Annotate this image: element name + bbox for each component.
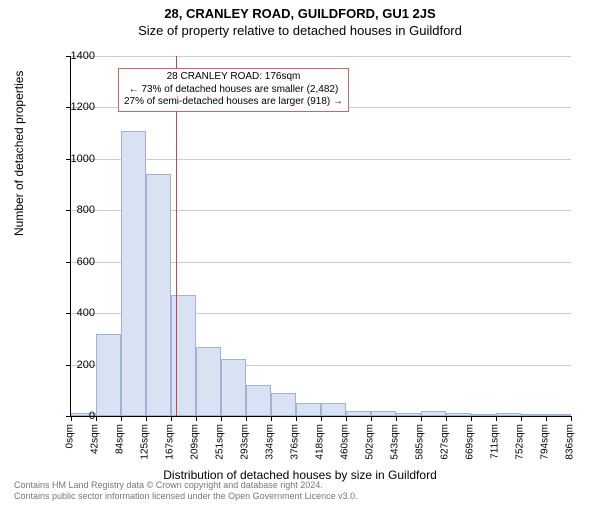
xtick-label: 794sqm	[540, 424, 551, 460]
histogram-bar	[271, 393, 296, 416]
ytick-label: 1400	[55, 50, 95, 62]
xtick-mark	[321, 416, 322, 421]
xtick-mark	[121, 416, 122, 421]
histogram-bar	[296, 403, 321, 416]
xtick-label: 502sqm	[365, 424, 376, 460]
annotation-line: ← 73% of detached houses are smaller (2,…	[124, 84, 343, 97]
histogram-bar	[171, 295, 196, 416]
xtick-label: 669sqm	[465, 424, 476, 460]
xtick-mark	[296, 416, 297, 421]
histogram-bar	[146, 174, 171, 416]
histogram-bar	[346, 411, 371, 416]
histogram-bar	[496, 413, 521, 416]
xtick-mark	[421, 416, 422, 421]
ytick-label: 1000	[55, 153, 95, 165]
histogram-bar	[121, 131, 146, 416]
histogram-bar	[471, 414, 496, 416]
xtick-label: 627sqm	[440, 424, 451, 460]
xtick-label: 125sqm	[140, 424, 151, 460]
xtick-label: 84sqm	[115, 424, 126, 454]
xtick-label: 251sqm	[215, 424, 226, 460]
xtick-mark	[571, 416, 572, 421]
footer-line-1: Contains HM Land Registry data © Crown c…	[14, 480, 358, 491]
histogram-bar	[396, 413, 421, 416]
ytick-label: 1200	[55, 101, 95, 113]
xtick-label: 209sqm	[190, 424, 201, 460]
xtick-mark	[246, 416, 247, 421]
histogram-bar	[246, 385, 271, 416]
xtick-label: 460sqm	[340, 424, 351, 460]
xtick-mark	[396, 416, 397, 421]
footer-attribution: Contains HM Land Registry data © Crown c…	[14, 480, 358, 502]
xtick-mark	[496, 416, 497, 421]
annotation-box: 28 CRANLEY ROAD: 176sqm← 73% of detached…	[118, 68, 349, 112]
histogram-bar	[96, 334, 121, 416]
xtick-label: 167sqm	[165, 424, 176, 460]
histogram-bar	[446, 413, 471, 416]
histogram-bar	[421, 411, 446, 416]
gridline	[71, 159, 571, 160]
xtick-label: 42sqm	[90, 424, 101, 454]
histogram-bar	[321, 403, 346, 416]
page-title: 28, CRANLEY ROAD, GUILDFORD, GU1 2JS	[0, 6, 600, 21]
xtick-label: 293sqm	[240, 424, 251, 460]
xtick-label: 543sqm	[390, 424, 401, 460]
annotation-line: 27% of semi-detached houses are larger (…	[124, 96, 343, 109]
y-axis-label: Number of detached properties	[12, 71, 26, 236]
xtick-mark	[96, 416, 97, 421]
histogram-bar	[371, 411, 396, 416]
xtick-mark	[146, 416, 147, 421]
xtick-mark	[521, 416, 522, 421]
xtick-label: 752sqm	[515, 424, 526, 460]
gridline	[71, 56, 571, 57]
xtick-mark	[471, 416, 472, 421]
ytick-label: 400	[55, 307, 95, 319]
xtick-mark	[346, 416, 347, 421]
page-subtitle: Size of property relative to detached ho…	[0, 23, 600, 38]
histogram-bar	[546, 414, 571, 416]
xtick-mark	[446, 416, 447, 421]
xtick-mark	[171, 416, 172, 421]
ytick-label: 0	[55, 410, 95, 422]
ytick-label: 600	[55, 256, 95, 268]
annotation-line: 28 CRANLEY ROAD: 176sqm	[124, 71, 343, 84]
ytick-label: 200	[55, 359, 95, 371]
xtick-mark	[196, 416, 197, 421]
xtick-label: 334sqm	[265, 424, 276, 460]
histogram-bar	[521, 414, 546, 416]
xtick-label: 376sqm	[290, 424, 301, 460]
xtick-mark	[546, 416, 547, 421]
xtick-mark	[371, 416, 372, 421]
xtick-label: 711sqm	[490, 424, 501, 459]
xtick-label: 418sqm	[315, 424, 326, 460]
xtick-mark	[221, 416, 222, 421]
xtick-label: 585sqm	[415, 424, 426, 460]
xtick-label: 836sqm	[565, 424, 576, 460]
histogram-bar	[221, 359, 246, 416]
footer-line-2: Contains public sector information licen…	[14, 491, 358, 502]
xtick-mark	[271, 416, 272, 421]
ytick-label: 800	[55, 204, 95, 216]
xtick-label: 0sqm	[65, 424, 76, 448]
histogram-bar	[196, 347, 221, 416]
